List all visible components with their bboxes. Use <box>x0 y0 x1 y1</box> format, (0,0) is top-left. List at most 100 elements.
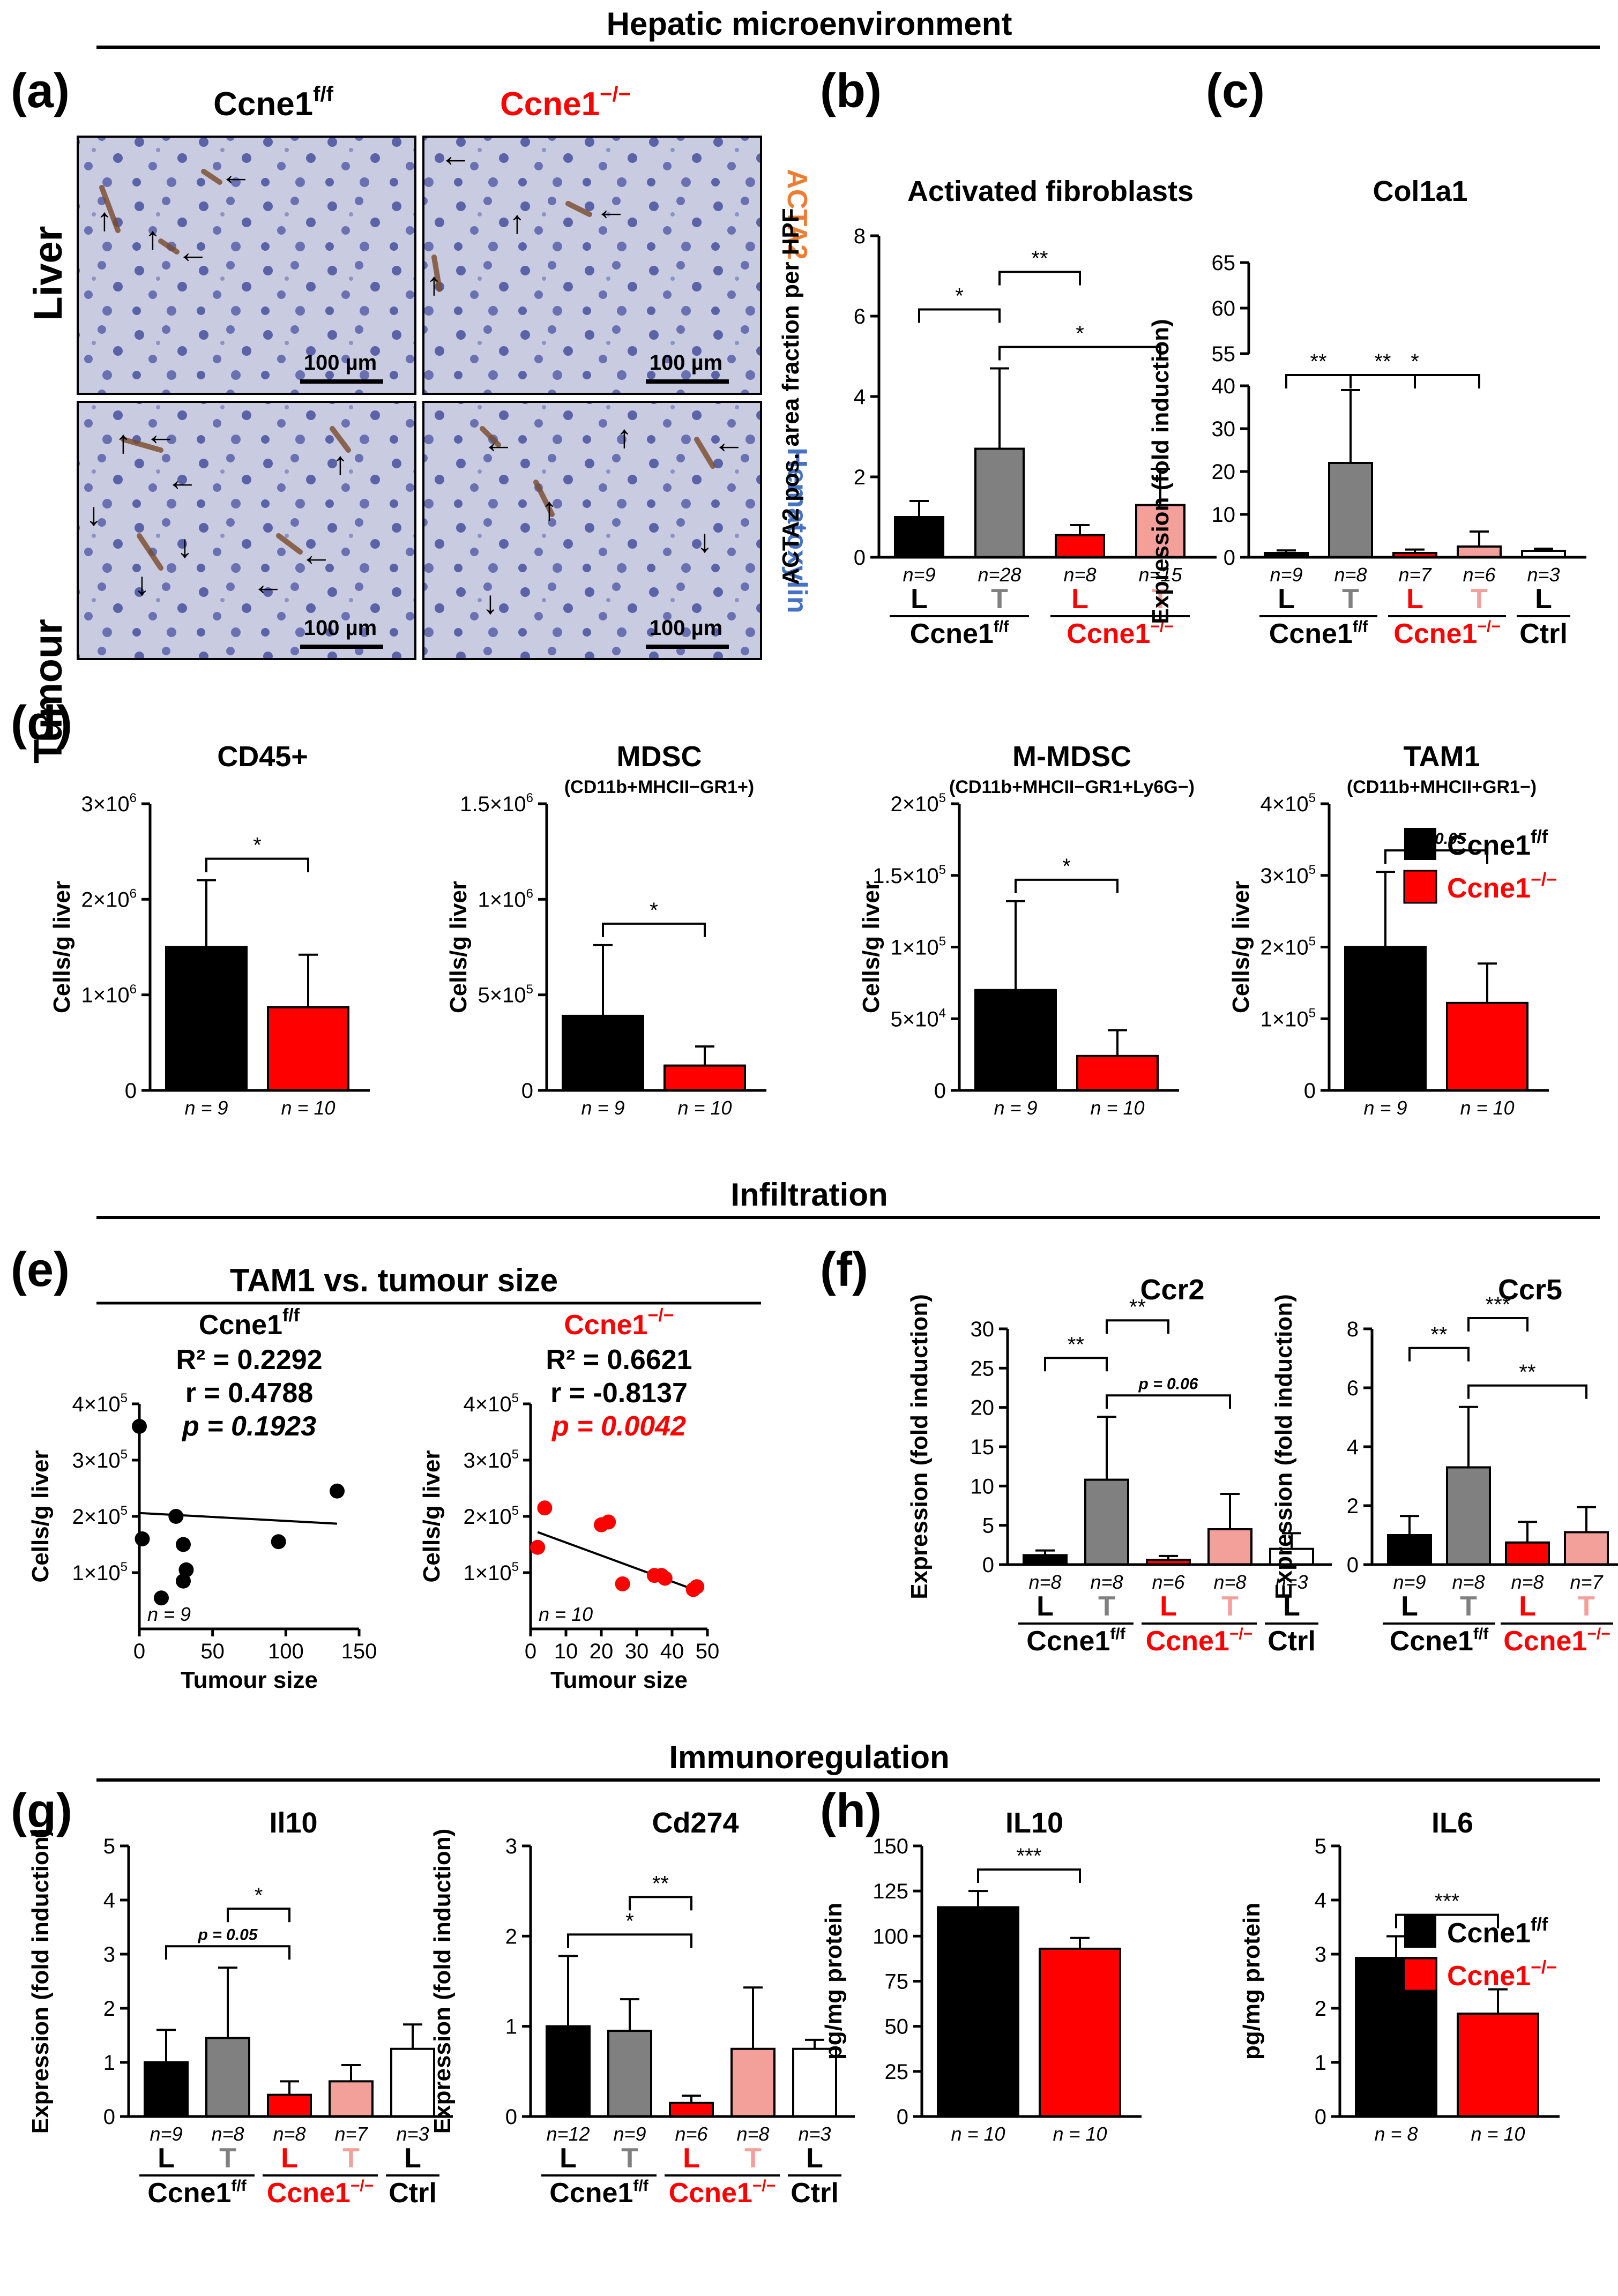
panel-label-a: (a) <box>11 64 70 118</box>
bar <box>1328 462 1373 558</box>
significance-bracket <box>977 1868 1081 1883</box>
chart-title: Cd274 <box>652 1807 739 1839</box>
y-tick-label: 3×105 <box>464 1447 519 1472</box>
chart-title: IL6 <box>1431 1807 1473 1839</box>
y-tick-label: 1 <box>1315 2051 1326 2075</box>
significance-label: p = 0.06 <box>1138 1375 1198 1393</box>
n-label: n = 10 <box>951 2123 1005 2145</box>
group-letter: L <box>1160 1591 1177 1622</box>
y-axis-label: Cells/g liver <box>858 881 884 1013</box>
legend-d: Ccne1f/f Ccne1−/− <box>1403 827 1557 904</box>
genotype-label: Ccne1f/f <box>1269 618 1368 649</box>
y-tick-label: 0 <box>897 2105 908 2129</box>
y-tick-label: 5 <box>103 1835 115 1858</box>
scatter-title: Ccne1f/f <box>199 1305 300 1341</box>
n-label: n = 10 <box>1471 2123 1525 2145</box>
significance-label: ** <box>1430 1323 1447 1347</box>
n-label: n=6 <box>675 2123 708 2145</box>
x-axis-label: Tumour size <box>550 1667 688 1693</box>
n-label: n=9 <box>613 2123 646 2145</box>
bar <box>165 946 248 1091</box>
y-tick-label: 1×106 <box>478 887 533 912</box>
chart-activated-fibroblasts: (b) Activated fibroblasts 0 2 4 6 8 ACTA2 pos. … <box>778 64 1217 649</box>
significance-label: *** <box>1435 1890 1460 1913</box>
chart-title: Il10 <box>269 1807 317 1839</box>
group-letter: T <box>342 2143 360 2174</box>
col-header-ko: Ccne1−/− <box>500 83 631 123</box>
group-letter: T <box>1221 1591 1239 1622</box>
scatter-stat: R² = 0.6621 <box>546 1344 692 1375</box>
y-tick-label: 2 <box>854 466 866 489</box>
bar <box>894 516 944 558</box>
significance-bracket <box>1106 1394 1231 1409</box>
svg-text:←: ← <box>595 191 627 227</box>
significance-bracket <box>998 346 1161 361</box>
significance-bracket <box>1044 1357 1108 1372</box>
n-label: n = 10 <box>1090 1097 1144 1119</box>
y-axis-label: Expression (fold induction) <box>1147 319 1174 624</box>
svg-text:↓: ↓ <box>482 585 498 620</box>
genotype-label: Ctrl <box>791 2178 839 2209</box>
y-tick-label: 150 <box>873 1835 908 1858</box>
bar <box>1457 2013 1539 2118</box>
bar <box>546 2025 591 2118</box>
bar <box>607 2030 652 2118</box>
data-point <box>657 1570 673 1586</box>
y-axis-label: Cells/g liver <box>445 881 472 1013</box>
bar <box>267 2093 312 2118</box>
bar <box>329 2080 374 2118</box>
group-letter: L <box>158 2143 175 2174</box>
chart-col1a1: (c) Col1a1 0 10 20 30 40 55 60 65 Expression (fold… <box>1147 64 1586 649</box>
group-letter: L <box>1071 584 1088 615</box>
svg-text:←: ← <box>220 156 252 192</box>
n-label: n=9 <box>903 564 935 586</box>
significance-label: ** <box>1129 1295 1146 1319</box>
chart-subtitle: (CD11b+MHCII−GR1+Ly6G−) <box>949 777 1195 797</box>
significance-label: *** <box>1486 1293 1511 1317</box>
significance-bracket <box>567 1933 692 1948</box>
chart-tam1: TAM1 (CD11b+MHCII+GR1−) 0 1×105 2×105 3×105 4×… <box>1228 741 1549 1119</box>
micrograph-liver-ko <box>422 136 762 395</box>
y-tick-label: 1 <box>505 2015 517 2039</box>
group-letter: T <box>1460 1591 1477 1622</box>
data-point <box>271 1534 286 1550</box>
n-label: n = 10 <box>677 1097 732 1119</box>
bar <box>1076 1054 1159 1092</box>
significance-bracket <box>1395 1913 1499 1928</box>
section-header-infiltration: Infiltration <box>96 1177 1600 1219</box>
y-tick-label: 1×105 <box>464 1560 519 1585</box>
x-tick-label: 50 <box>200 1640 225 1663</box>
data-point <box>168 1509 184 1524</box>
n-label: n=3 <box>1527 564 1560 586</box>
scatter-header: TAM1 vs. tumour size <box>230 1262 558 1298</box>
data-point <box>154 1590 169 1606</box>
genotype-label: Ccne1f/f <box>549 2177 648 2209</box>
y-tick-label: 0 <box>934 1079 946 1103</box>
legend-label-ff: Ccne1f/f <box>1447 827 1548 861</box>
group-letter: T <box>1098 1591 1115 1622</box>
bar <box>205 2037 250 2118</box>
y-tick-label: 5×105 <box>478 982 533 1007</box>
y-axis-label: Cells/g liver <box>27 1450 54 1582</box>
group-letter: L <box>806 2143 823 2174</box>
svg-text:←: ← <box>713 424 745 460</box>
genotype-label: Ccne1−/− <box>1067 618 1173 649</box>
data-point <box>615 1576 630 1591</box>
y-axis-label: Expression (fold induction) <box>429 1829 456 2134</box>
chart-ccr2: (f) Ccr2 0 5 10 15 20 25 30 Expression (fold indu… <box>820 1243 1332 1657</box>
n-label: n=7 <box>334 2123 368 2145</box>
bar <box>792 2047 837 2118</box>
svg-text:↓: ↓ <box>697 523 713 559</box>
bar <box>1387 1534 1432 1566</box>
x-tick-label: 50 <box>696 1640 720 1663</box>
chart-title: IL10 <box>1005 1807 1063 1839</box>
y-tick-label: 4 <box>1347 1435 1359 1459</box>
y-tick-label: 50 <box>885 2015 909 2039</box>
data-point <box>601 1514 616 1530</box>
chart-cd45: (d) CD45+ 0 1×106 2×106 3×106 Cells/g liver n =… <box>11 697 370 1119</box>
svg-text:←: ← <box>145 416 177 452</box>
group-letter: L <box>1283 1591 1300 1622</box>
significance-label: ** <box>1310 350 1326 373</box>
x-tick-label: 150 <box>341 1640 377 1663</box>
significance-bracket <box>1106 1319 1169 1334</box>
